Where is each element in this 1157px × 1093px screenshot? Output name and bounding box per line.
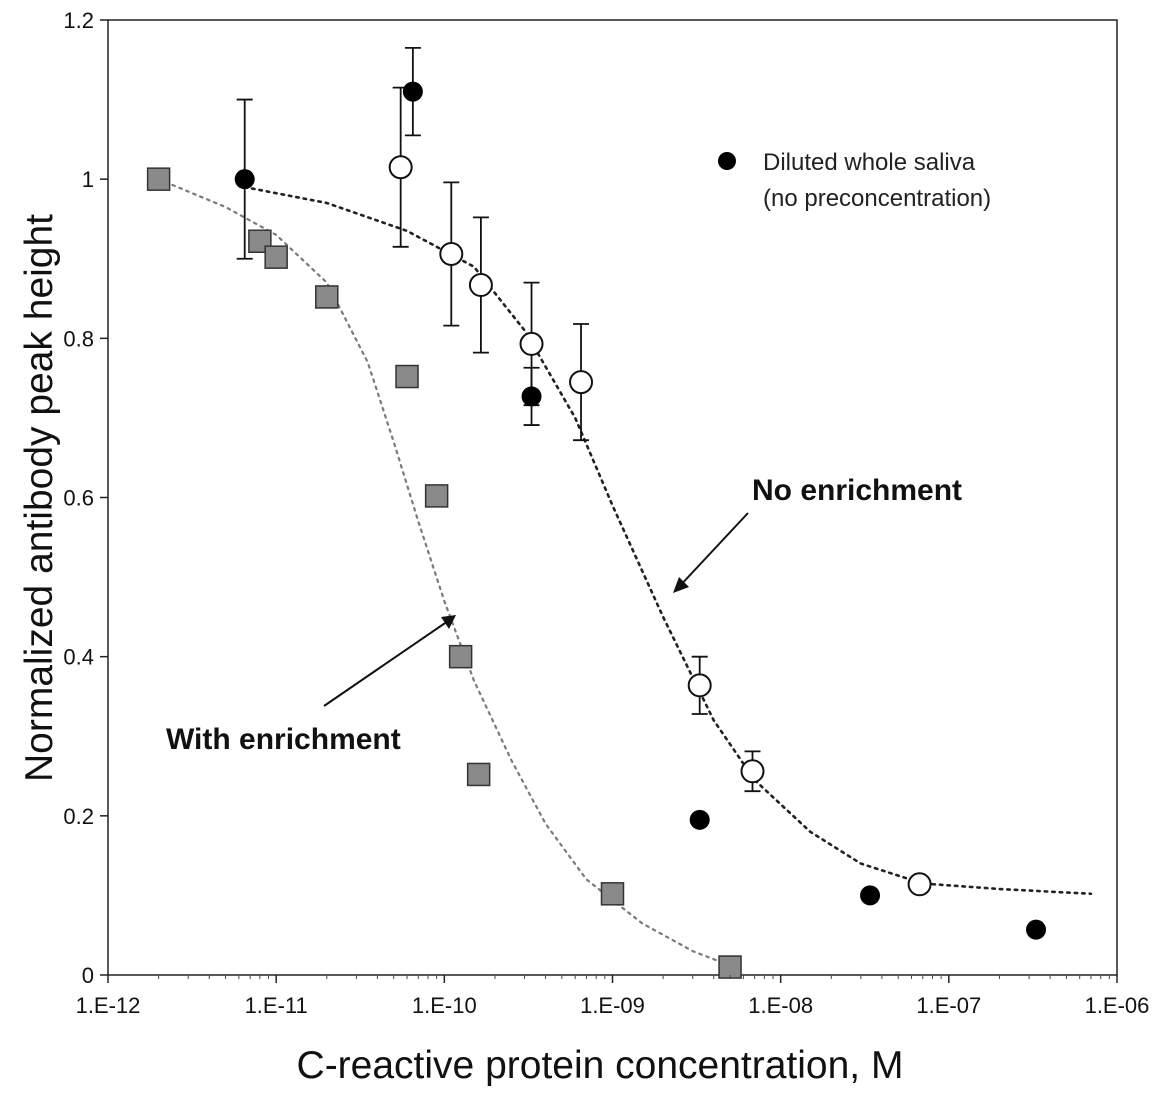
arrowhead-icon xyxy=(441,615,456,629)
x-tick-label: 1.E-10 xyxy=(412,993,477,1018)
data-point-square xyxy=(146,167,171,191)
x-axis-title: C-reactive protein concentration, M xyxy=(297,1044,904,1087)
data-point-square xyxy=(448,644,473,669)
y-tick-label: 1 xyxy=(82,167,94,192)
legend-line-2: (no preconcentration) xyxy=(763,185,991,212)
data-points xyxy=(146,81,1047,979)
data-point-square xyxy=(264,245,288,269)
data-point-filled-circle xyxy=(402,81,423,102)
fit-curve-open-circle xyxy=(243,185,1093,896)
data-point-square xyxy=(395,364,419,389)
annotation-with-enrichment-arrow xyxy=(323,618,452,707)
legend: Diluted whole saliva (no preconcentratio… xyxy=(718,149,991,212)
data-point-square xyxy=(424,484,449,508)
y-tick-label: 0.2 xyxy=(63,804,94,829)
data-point-open-circle xyxy=(519,331,544,356)
data-point-square xyxy=(315,285,339,309)
y-tick-label: 1.2 xyxy=(63,8,94,33)
x-tick-label: 1.E-12 xyxy=(76,993,141,1018)
x-tick-label: 1.E-08 xyxy=(748,993,813,1018)
y-tick-label: 0.6 xyxy=(63,486,94,511)
data-point-filled-circle xyxy=(234,169,255,190)
data-point-open-circle xyxy=(388,155,413,180)
data-point-open-circle xyxy=(907,872,932,897)
data-point-filled-circle xyxy=(1026,919,1047,940)
fit-curves xyxy=(157,178,1093,967)
data-point-open-circle xyxy=(740,759,765,784)
annotation-no-enrichment: No enrichment xyxy=(673,474,962,593)
annotation-no-enrichment-arrow xyxy=(676,512,749,590)
y-tick-label: 0.8 xyxy=(63,326,94,351)
x-tick-label: 1.E-06 xyxy=(1085,993,1150,1018)
axis-ticks: 1.E-12 1.E-11 1.E-10 1.E-09 1.E-08 1.E-07 1.E-… xyxy=(63,8,1149,1018)
arrowhead-icon xyxy=(673,577,689,593)
data-point-filled-circle xyxy=(689,809,710,830)
fit-curve-gray-square xyxy=(157,178,732,967)
annotation-no-enrichment-label: No enrichment xyxy=(752,474,962,507)
data-point-open-circle xyxy=(439,241,464,266)
y-tick-label: 0.4 xyxy=(63,645,94,670)
data-point-square xyxy=(600,882,625,906)
plot-area xyxy=(107,19,1118,976)
x-tick-label: 1.E-07 xyxy=(916,993,981,1018)
annotation-with-enrichment-label: With enrichment xyxy=(166,723,401,756)
data-point-open-circle xyxy=(468,273,493,298)
x-tick-label: 1.E-09 xyxy=(580,993,645,1018)
data-point-filled-circle xyxy=(521,386,542,407)
y-tick-label: 0 xyxy=(82,963,94,988)
data-point-square xyxy=(718,955,742,979)
data-point-square xyxy=(466,762,491,787)
x-tick-label: 1.E-11 xyxy=(245,993,308,1018)
data-point-open-circle xyxy=(687,673,712,698)
data-point-open-circle xyxy=(569,370,594,395)
legend-marker-filled-circle xyxy=(718,152,736,170)
legend-line-1: Diluted whole saliva xyxy=(763,149,976,176)
data-point-filled-circle xyxy=(860,885,881,906)
y-axis-title: Normalized antibody peak height xyxy=(18,214,61,782)
annotation-with-enrichment: With enrichment xyxy=(166,615,456,756)
